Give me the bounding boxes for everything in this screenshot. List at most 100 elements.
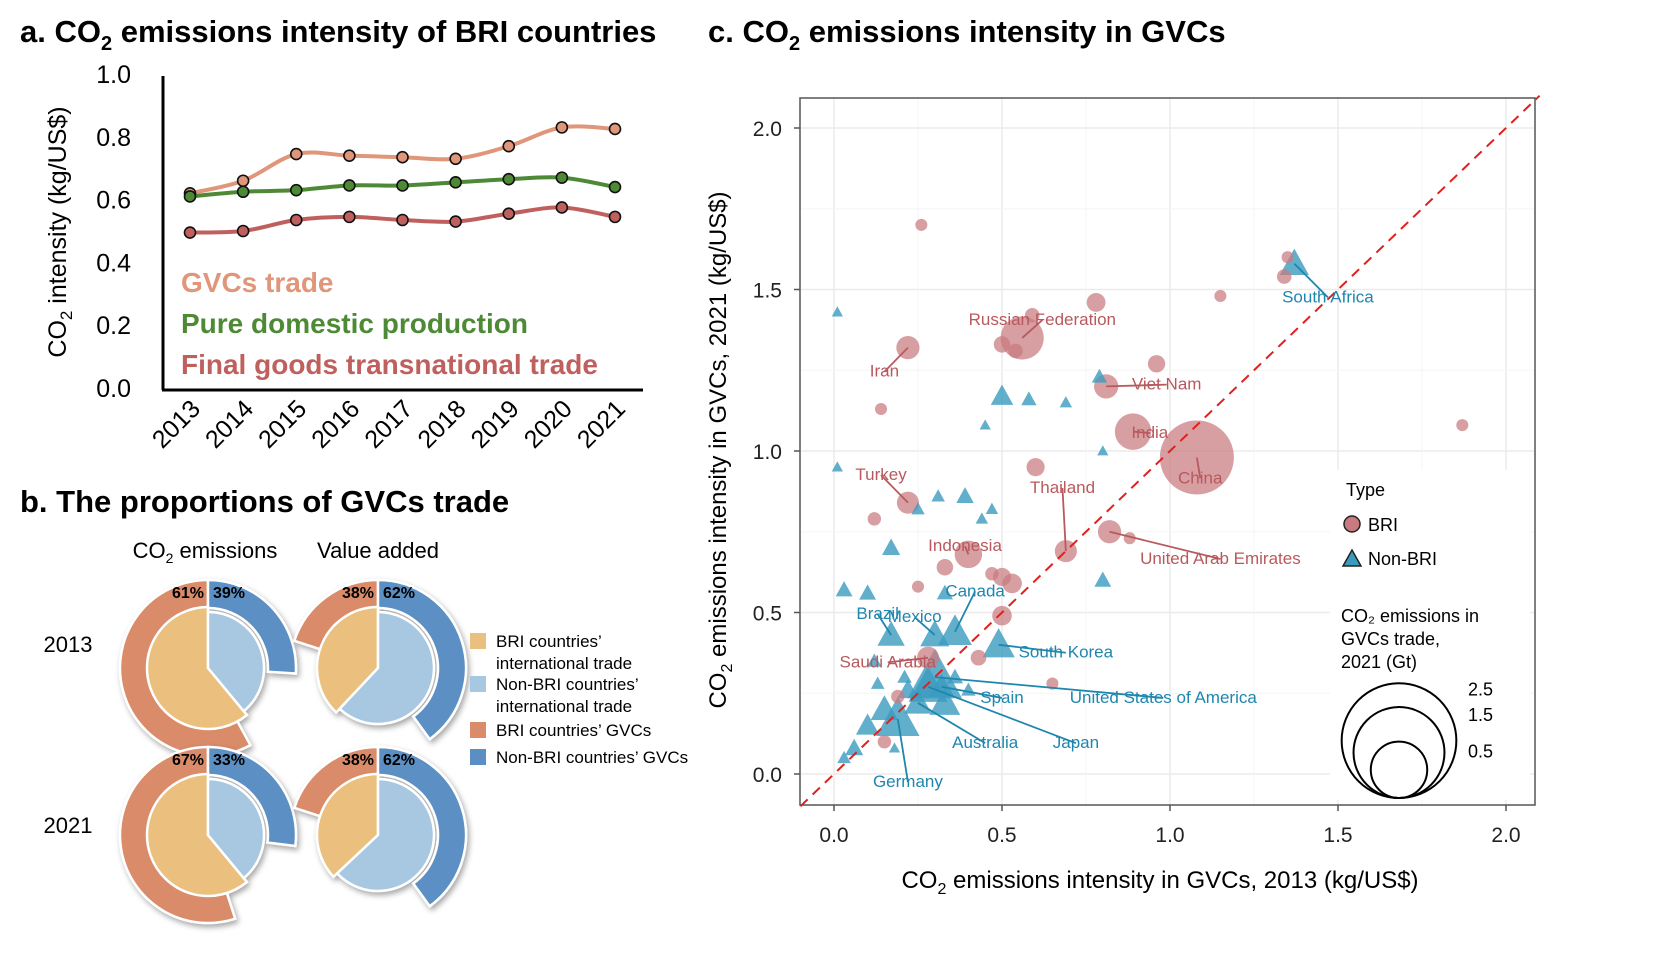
legend-label: international trade (496, 654, 632, 673)
size-legend-label: 0.5 (1468, 742, 1493, 762)
label-leader-line (914, 616, 936, 636)
label-leader-line (883, 347, 909, 373)
panel-b-title: b. The proportions of GVCs trade (20, 484, 509, 519)
country-label: Japan (1053, 733, 1099, 752)
data-point (608, 122, 622, 136)
country-label: Viet Nam (1132, 375, 1202, 394)
label-leader-line (934, 676, 1164, 699)
country-label: South Korea (1019, 643, 1114, 662)
legend-type-title: Type (1346, 480, 1385, 500)
data-point (608, 180, 622, 194)
non-bri-point (855, 713, 880, 735)
data-point (236, 185, 250, 199)
legend-non-bri-triangle-icon (1341, 548, 1363, 567)
label-leader-line (1293, 263, 1329, 299)
data-point (449, 215, 462, 228)
legend-bri-circle-icon (1343, 515, 1361, 533)
pie-slice-non-bri-trade (206, 777, 266, 880)
pie-label-non-bri-gvcs: 62% (383, 752, 415, 769)
legend-size-title-line-1: CO₂ emissions in (1341, 606, 1479, 626)
data-point (236, 224, 250, 238)
legend-swatch (470, 722, 486, 738)
pie-label-bri-gvcs: 38% (342, 585, 374, 602)
country-label: India (1131, 423, 1168, 442)
germany-non-bri-point (876, 696, 920, 736)
x-tick-label: 2021 (572, 395, 631, 454)
data-point (608, 210, 622, 224)
data-point (289, 183, 303, 197)
non-bri-point (985, 502, 999, 514)
spain-non-bri-point (928, 673, 955, 697)
bri-point (877, 734, 892, 749)
non-bri-point (911, 502, 925, 515)
bri-point (1214, 289, 1227, 303)
pie-slice-non-bri-gvcs (376, 745, 468, 908)
y-tick-label: 0.2 (96, 312, 131, 340)
south-africa-non-bri-point (1279, 248, 1309, 275)
bri-point (1008, 343, 1023, 359)
legend-label: Pure domestic production (181, 308, 528, 339)
non-bri-point (979, 419, 991, 430)
country-label: United Arab Emirates (1140, 549, 1301, 568)
bri-point (1026, 458, 1045, 477)
x-tick-label: 1.5 (1323, 824, 1352, 847)
data-point (396, 213, 409, 227)
bri-point (970, 649, 987, 666)
country-label: United States of America (1070, 688, 1258, 707)
data-point (502, 172, 516, 186)
data-point (502, 207, 516, 221)
non-bri-point (867, 653, 882, 667)
data-point (343, 179, 356, 192)
pie-slice-non-bri-gvcs (376, 578, 468, 741)
south-korea-non-bri-point (982, 628, 1015, 658)
pie-label-non-bri-gvcs: 62% (383, 585, 415, 602)
pie-slice-non-bri-gvcs (206, 578, 298, 675)
data-point (555, 121, 569, 134)
pie-label-non-bri-gvcs: 33% (213, 752, 245, 769)
non-bri-point (837, 750, 851, 764)
non-bri-point (845, 738, 864, 756)
label-leader-line (917, 702, 986, 744)
pie-slice-bri-trade (315, 605, 380, 715)
y-tick-label: 0.0 (96, 375, 131, 403)
legend-size-title-line-2: GVCs trade, (1341, 629, 1440, 649)
legend-label: Final goods transnational trade (181, 349, 598, 380)
legend-label: Non-BRI countries’ (496, 675, 639, 694)
pie-slice-non-bri-trade (335, 777, 436, 893)
non-bri-point (897, 669, 912, 683)
data-point (183, 190, 197, 203)
label-leader-line (1109, 530, 1221, 560)
country-label: Mexico (888, 607, 942, 626)
x-tick-label: 2015 (253, 395, 312, 454)
pie-slice-non-bri-trade (206, 610, 266, 713)
pie-label-non-bri-gvcs: 39% (213, 585, 245, 602)
panel-c-title: c. CO2 emissions intensity in GVCs (708, 14, 1226, 55)
country-label: Australia (952, 733, 1019, 752)
data-point (343, 210, 356, 224)
data-point (183, 226, 197, 239)
non-bri-point (859, 584, 877, 600)
non-bri-point (835, 581, 853, 597)
y-tick-label: 0.0 (753, 764, 782, 787)
country-label: China (1178, 468, 1223, 487)
pie-2021-value-added (292, 745, 468, 908)
x-tick-label: 2013 (147, 395, 206, 454)
pie-column-head-co2: CO2 emissions (133, 538, 278, 566)
pie-slice-bri-trade (145, 772, 249, 898)
pie-column-head-value-added: Value added (317, 538, 439, 563)
legend-label: Non-BRI countries’ GVCs (496, 748, 688, 767)
non-bri-point (990, 384, 1014, 405)
pie-row-label-2021: 2021 (44, 813, 93, 838)
canada-non-bri-point (938, 614, 972, 645)
pie-label-bri-gvcs: 61% (172, 585, 204, 602)
bri-point (1281, 251, 1294, 264)
bri-point (891, 689, 905, 704)
panel-c-y-axis-label: CO2 emissions intensity in GVCs, 2021 (k… (705, 191, 736, 708)
data-point (449, 152, 462, 166)
x-tick-label: 2014 (200, 395, 259, 454)
label-leader-line (954, 590, 976, 633)
legend-label: international trade (496, 697, 632, 716)
country-label: Brazil (856, 604, 899, 623)
x-tick-label: 2016 (306, 395, 365, 454)
bri-point (985, 567, 999, 581)
